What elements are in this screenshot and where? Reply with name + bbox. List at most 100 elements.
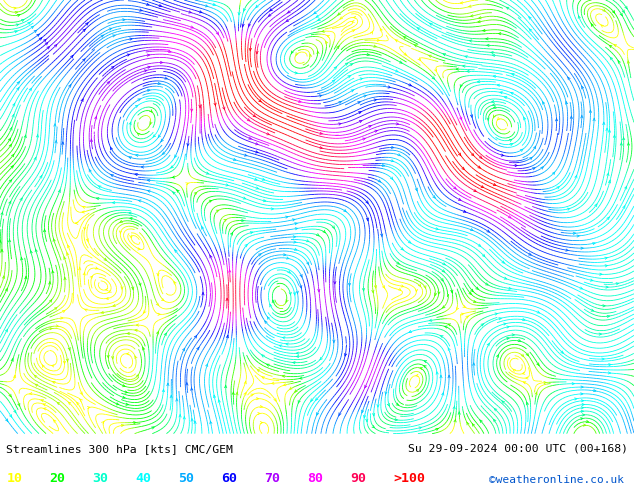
- FancyArrowPatch shape: [599, 333, 601, 335]
- FancyArrowPatch shape: [262, 178, 264, 180]
- Text: Su 29-09-2024 00:00 UTC (00+168): Su 29-09-2024 00:00 UTC (00+168): [408, 444, 628, 454]
- FancyArrowPatch shape: [590, 110, 592, 113]
- FancyArrowPatch shape: [9, 201, 11, 204]
- FancyArrowPatch shape: [210, 421, 212, 424]
- FancyArrowPatch shape: [602, 358, 604, 360]
- FancyArrowPatch shape: [30, 392, 32, 394]
- FancyArrowPatch shape: [25, 277, 27, 279]
- FancyArrowPatch shape: [581, 393, 583, 395]
- FancyArrowPatch shape: [396, 122, 399, 125]
- FancyArrowPatch shape: [580, 287, 583, 289]
- FancyArrowPatch shape: [176, 399, 178, 401]
- FancyArrowPatch shape: [529, 17, 531, 19]
- FancyArrowPatch shape: [256, 397, 259, 400]
- FancyArrowPatch shape: [274, 398, 276, 401]
- FancyArrowPatch shape: [544, 382, 546, 384]
- FancyArrowPatch shape: [470, 229, 473, 231]
- FancyArrowPatch shape: [354, 16, 356, 19]
- FancyArrowPatch shape: [119, 231, 122, 233]
- FancyArrowPatch shape: [526, 402, 529, 405]
- FancyArrowPatch shape: [135, 173, 138, 175]
- FancyArrowPatch shape: [404, 37, 406, 39]
- FancyArrowPatch shape: [68, 347, 70, 350]
- FancyArrowPatch shape: [50, 327, 52, 330]
- FancyArrowPatch shape: [477, 80, 480, 83]
- FancyArrowPatch shape: [224, 386, 227, 388]
- FancyArrowPatch shape: [290, 387, 292, 390]
- FancyArrowPatch shape: [333, 340, 335, 343]
- FancyArrowPatch shape: [45, 43, 48, 45]
- FancyArrowPatch shape: [529, 253, 531, 255]
- FancyArrowPatch shape: [581, 247, 583, 249]
- FancyArrowPatch shape: [399, 61, 402, 63]
- FancyArrowPatch shape: [432, 76, 434, 79]
- FancyArrowPatch shape: [309, 54, 312, 57]
- FancyArrowPatch shape: [101, 421, 104, 424]
- FancyArrowPatch shape: [135, 329, 138, 331]
- FancyArrowPatch shape: [607, 217, 609, 220]
- FancyArrowPatch shape: [9, 180, 11, 182]
- FancyArrowPatch shape: [36, 135, 39, 137]
- FancyArrowPatch shape: [44, 229, 46, 232]
- FancyArrowPatch shape: [83, 272, 86, 275]
- FancyArrowPatch shape: [480, 420, 482, 422]
- FancyArrowPatch shape: [39, 38, 42, 40]
- FancyArrowPatch shape: [254, 178, 257, 180]
- FancyArrowPatch shape: [581, 400, 584, 402]
- FancyArrowPatch shape: [24, 135, 27, 138]
- FancyArrowPatch shape: [244, 393, 246, 395]
- FancyArrowPatch shape: [52, 365, 54, 367]
- FancyArrowPatch shape: [566, 249, 568, 251]
- FancyArrowPatch shape: [171, 166, 173, 168]
- FancyArrowPatch shape: [320, 132, 322, 134]
- FancyArrowPatch shape: [11, 359, 13, 361]
- FancyArrowPatch shape: [529, 29, 532, 31]
- FancyArrowPatch shape: [409, 330, 411, 333]
- FancyArrowPatch shape: [436, 428, 438, 431]
- FancyArrowPatch shape: [398, 288, 401, 291]
- FancyArrowPatch shape: [18, 403, 20, 406]
- FancyArrowPatch shape: [429, 55, 431, 57]
- FancyArrowPatch shape: [129, 157, 131, 159]
- FancyArrowPatch shape: [295, 228, 297, 230]
- FancyArrowPatch shape: [478, 244, 481, 246]
- FancyArrowPatch shape: [526, 353, 528, 356]
- FancyArrowPatch shape: [566, 102, 567, 104]
- FancyArrowPatch shape: [372, 413, 375, 416]
- FancyArrowPatch shape: [404, 53, 406, 55]
- FancyArrowPatch shape: [339, 413, 341, 416]
- FancyArrowPatch shape: [283, 254, 286, 256]
- FancyArrowPatch shape: [145, 70, 147, 72]
- FancyArrowPatch shape: [460, 85, 462, 87]
- FancyArrowPatch shape: [132, 287, 134, 289]
- FancyArrowPatch shape: [139, 9, 142, 11]
- FancyArrowPatch shape: [317, 51, 319, 54]
- FancyArrowPatch shape: [469, 5, 471, 7]
- FancyArrowPatch shape: [409, 84, 411, 86]
- FancyArrowPatch shape: [41, 399, 44, 402]
- FancyArrowPatch shape: [79, 268, 81, 270]
- FancyArrowPatch shape: [158, 82, 160, 85]
- FancyArrowPatch shape: [143, 347, 145, 350]
- FancyArrowPatch shape: [391, 177, 393, 179]
- FancyArrowPatch shape: [160, 61, 163, 64]
- FancyArrowPatch shape: [110, 147, 113, 150]
- FancyArrowPatch shape: [507, 7, 509, 9]
- FancyArrowPatch shape: [267, 364, 269, 366]
- FancyArrowPatch shape: [256, 187, 259, 189]
- FancyArrowPatch shape: [210, 255, 212, 258]
- FancyArrowPatch shape: [268, 317, 269, 319]
- FancyArrowPatch shape: [191, 388, 193, 391]
- FancyArrowPatch shape: [487, 118, 489, 120]
- FancyArrowPatch shape: [265, 321, 267, 323]
- FancyArrowPatch shape: [150, 110, 152, 112]
- FancyArrowPatch shape: [513, 369, 515, 371]
- FancyArrowPatch shape: [202, 293, 204, 295]
- FancyArrowPatch shape: [270, 9, 273, 11]
- FancyArrowPatch shape: [508, 287, 511, 290]
- FancyArrowPatch shape: [113, 201, 115, 204]
- FancyArrowPatch shape: [90, 139, 93, 142]
- FancyArrowPatch shape: [77, 402, 79, 405]
- FancyArrowPatch shape: [13, 103, 15, 106]
- FancyArrowPatch shape: [320, 147, 322, 149]
